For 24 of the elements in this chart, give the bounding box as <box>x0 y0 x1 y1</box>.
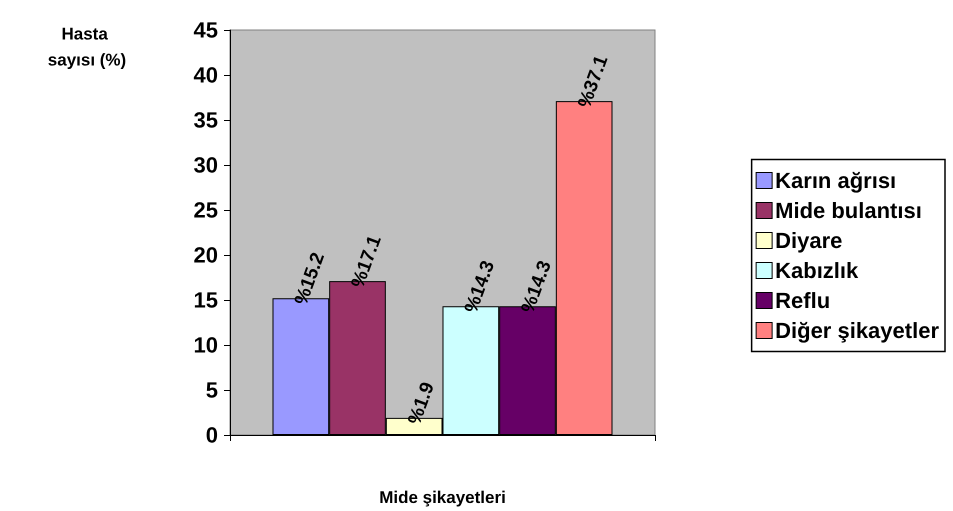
y-tick-label: 40 <box>194 62 218 88</box>
legend-label: Reflu <box>775 288 830 313</box>
y-tick-label: 0 <box>206 422 218 448</box>
data-label: %15.2 <box>290 250 330 308</box>
legend-label: Diyare <box>775 228 842 253</box>
y-tick-label: 25 <box>194 198 218 222</box>
data-label: %37.1 <box>574 52 613 111</box>
data-label: %14.3 <box>518 258 556 316</box>
y-tick-label: 35 <box>194 108 218 132</box>
legend-label: Mide bulantısı <box>775 198 922 223</box>
y-tick-label: 15 <box>194 288 218 312</box>
legend-label: Kabızlık <box>775 258 860 283</box>
data-label: %14.3 <box>460 258 500 316</box>
y-axis-title: Hasta sayısı (%) <box>48 24 126 70</box>
y-tick-label: 30 <box>194 152 218 178</box>
data-label: %1.9 <box>404 380 439 428</box>
y-tick-label: 10 <box>194 332 218 358</box>
y-tick-label: 20 <box>194 242 218 268</box>
legend-label: Diğer şikayetler <box>775 318 940 343</box>
y-tick-label: 5 <box>206 378 218 402</box>
legend-label: Karın ağrısı <box>775 168 896 193</box>
data-label: %17.1 <box>348 232 386 291</box>
x-axis-title: Mide şikayetleri <box>379 488 506 507</box>
y-tick-label: 45 <box>194 18 218 42</box>
